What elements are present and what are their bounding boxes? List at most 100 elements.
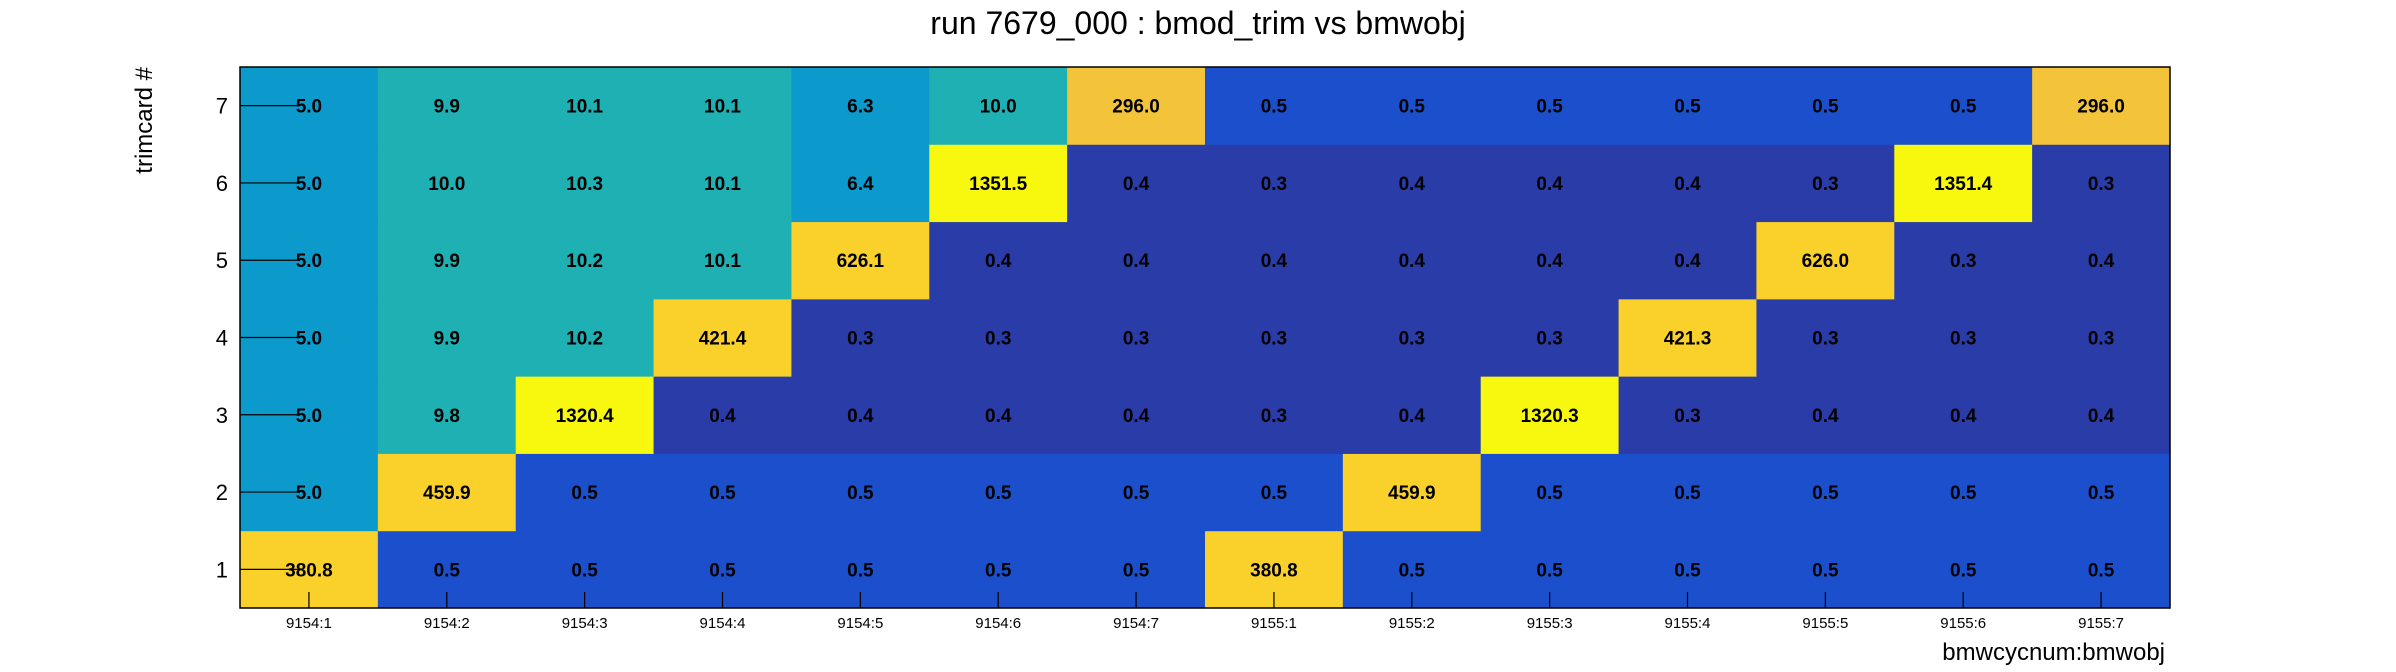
heatmap-cell bbox=[1480, 67, 1620, 145]
cell-value-label: 459.9 bbox=[1388, 483, 1436, 504]
cell-value-label: 0.5 bbox=[709, 560, 736, 581]
cell-value-label: 0.5 bbox=[1812, 483, 1839, 504]
heatmap-cell bbox=[1067, 376, 1206, 454]
cell-value-label: 0.3 bbox=[1261, 329, 1287, 350]
cell-value-label: 1320.3 bbox=[1521, 406, 1579, 427]
x-tick-label: 9154:4 bbox=[700, 615, 746, 632]
heatmap-cell bbox=[1342, 298, 1482, 377]
cell-value-label: 0.4 bbox=[1399, 174, 1426, 195]
cell-value-label: 0.3 bbox=[1812, 174, 1838, 195]
heatmap-cell bbox=[929, 298, 1068, 377]
cell-value-label: 10.2 bbox=[566, 251, 603, 272]
heatmap-cell bbox=[1067, 453, 1206, 532]
heatmap-cell bbox=[1894, 67, 2033, 145]
heatmap-cells bbox=[240, 67, 2171, 609]
x-tick-label: 9155:2 bbox=[1389, 615, 1435, 632]
cell-value-label: 0.4 bbox=[709, 406, 736, 427]
heatmap-cell bbox=[1618, 298, 1757, 377]
y-axis: 1 2 3 4 5 6 7 bbox=[216, 94, 300, 582]
cell-value-label: 0.5 bbox=[847, 483, 874, 504]
cell-value-label: 0.3 bbox=[1812, 329, 1838, 350]
cell-value-label: 0.5 bbox=[571, 483, 598, 504]
cell-value-label: 0.4 bbox=[985, 406, 1012, 427]
cell-value-label: 0.4 bbox=[1399, 406, 1426, 427]
cell-value-label: 0.4 bbox=[1674, 251, 1701, 272]
heatmap-cell bbox=[1618, 453, 1757, 532]
cell-value-label: 0.5 bbox=[1536, 97, 1563, 118]
heatmap-cell bbox=[515, 453, 655, 532]
heatmap-cell bbox=[1894, 376, 2033, 454]
cell-value-label: 0.5 bbox=[847, 560, 874, 581]
cell-value-label: 0.4 bbox=[1123, 251, 1150, 272]
heatmap-cell bbox=[515, 221, 655, 300]
plot-frame bbox=[239, 66, 2171, 609]
heatmap-cell bbox=[2032, 221, 2171, 300]
heatmap-cell bbox=[1756, 376, 1895, 454]
cell-value-label: 5.0 bbox=[296, 329, 322, 350]
cell-value-label: 0.4 bbox=[1950, 406, 1977, 427]
cell-value-label: 0.4 bbox=[847, 406, 874, 427]
heatmap-cell bbox=[1894, 144, 2033, 223]
cell-value-label: 0.3 bbox=[1536, 329, 1562, 350]
cell-value-labels: 380.8 0.5 0.5 0.5 0.5 0.5 0.5 380.8 0.5 0.5 0.5 0.5… bbox=[285, 97, 2125, 582]
cell-value-label: 459.9 bbox=[423, 483, 471, 504]
cell-value-label: 0.5 bbox=[1674, 560, 1701, 581]
heatmap-cell bbox=[1756, 453, 1895, 532]
cell-value-label: 0.5 bbox=[1950, 483, 1977, 504]
heatmap-cell bbox=[377, 453, 517, 532]
cell-value-label: 10.3 bbox=[566, 174, 603, 195]
cell-value-label: 0.3 bbox=[1399, 329, 1425, 350]
x-tick-label: 9155:5 bbox=[1802, 615, 1848, 632]
cell-value-label: 0.4 bbox=[2088, 251, 2115, 272]
x-tick-label: 9155:3 bbox=[1527, 615, 1573, 632]
y-tick-label: 7 bbox=[216, 94, 228, 119]
heatmap-cell bbox=[1067, 221, 1206, 300]
cell-value-label: 0.3 bbox=[1261, 406, 1287, 427]
y-tick-label: 5 bbox=[216, 248, 228, 273]
cell-value-label: 10.1 bbox=[566, 97, 603, 118]
heatmap-cell bbox=[1342, 376, 1482, 454]
cell-value-label: 0.4 bbox=[1123, 406, 1150, 427]
cell-value-label: 0.3 bbox=[1950, 329, 1976, 350]
heatmap-cell bbox=[1756, 67, 1895, 145]
x-axis-title: bmwcycnum:bmwobj bbox=[1942, 639, 2165, 666]
cell-value-label: 0.5 bbox=[2088, 560, 2115, 581]
cell-value-label: 0.5 bbox=[1674, 483, 1701, 504]
heatmap-cell bbox=[2032, 453, 2171, 532]
cell-value-label: 0.5 bbox=[1261, 97, 1288, 118]
cell-value-label: 0.5 bbox=[1812, 560, 1839, 581]
cell-value-label: 421.4 bbox=[699, 329, 747, 350]
heatmap-cell bbox=[377, 298, 517, 377]
heatmap-cell bbox=[377, 221, 517, 300]
cell-value-label: 5.0 bbox=[296, 406, 322, 427]
x-tick-label: 9155:7 bbox=[2078, 615, 2124, 632]
heatmap-cell bbox=[653, 376, 792, 454]
cell-value-label: 0.5 bbox=[1399, 560, 1426, 581]
cell-value-label: 0.3 bbox=[2088, 174, 2114, 195]
chart-title: run 7679_000 : bmod_trim vs bmwobj bbox=[930, 5, 1465, 41]
cell-value-label: 5.0 bbox=[296, 174, 322, 195]
cell-value-label: 0.4 bbox=[985, 251, 1012, 272]
heatmap-cell bbox=[791, 221, 930, 300]
y-tick-label: 3 bbox=[216, 403, 228, 428]
heatmap-cell bbox=[2032, 144, 2171, 223]
cell-value-label: 9.9 bbox=[434, 97, 460, 118]
heatmap-cell bbox=[1480, 298, 1620, 377]
heatmap-cell bbox=[1756, 144, 1895, 223]
cell-value-label: 5.0 bbox=[296, 483, 322, 504]
heatmap-cell bbox=[515, 298, 655, 377]
heatmap-cell bbox=[1205, 453, 1344, 532]
x-tick-label: 9155:4 bbox=[1665, 615, 1711, 632]
cell-value-label: 10.1 bbox=[704, 174, 741, 195]
cell-value-label: 5.0 bbox=[296, 251, 322, 272]
cell-value-label: 10.2 bbox=[566, 329, 603, 350]
cell-value-label: 0.3 bbox=[1674, 406, 1700, 427]
x-tick-label: 9154:6 bbox=[975, 615, 1021, 632]
heatmap-cell bbox=[1480, 221, 1620, 300]
cell-value-label: 0.5 bbox=[1123, 560, 1150, 581]
heatmap-cell bbox=[515, 144, 655, 223]
cell-value-label: 0.5 bbox=[1950, 560, 1977, 581]
heatmap-cell bbox=[1480, 453, 1620, 532]
heatmap-cell bbox=[1480, 144, 1620, 223]
cell-value-label: 9.8 bbox=[434, 406, 460, 427]
